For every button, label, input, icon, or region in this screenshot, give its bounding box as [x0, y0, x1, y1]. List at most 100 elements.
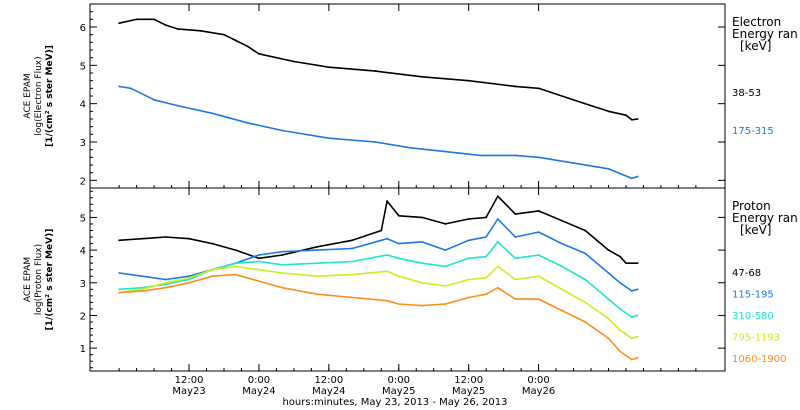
proton-data-point [234, 265, 237, 268]
electron-legend-title-line: Energy ran [732, 27, 798, 41]
x-tick-label-time: 12:00 [175, 375, 204, 386]
proton-data-point [584, 252, 587, 255]
proton-data-point [164, 281, 167, 284]
electron-data-point [572, 162, 575, 164]
proton-data-point [514, 298, 517, 301]
proton-data-point [316, 249, 319, 251]
proton-y-axis-label-line: ACE EPAM [23, 257, 33, 302]
proton-data-point [444, 249, 447, 251]
proton-data-point [514, 257, 517, 260]
electron-data-point [223, 33, 225, 36]
proton-data-point [258, 257, 260, 260]
proton-data-point [141, 237, 144, 240]
proton-data-point [485, 236, 488, 238]
electron-data-point [584, 102, 587, 105]
proton-legend-entry: 310-580 [732, 311, 774, 322]
proton-legend-title-line: Proton [732, 199, 771, 213]
electron-data-point [327, 66, 330, 69]
proton-data-point [258, 268, 260, 271]
proton-data-point [234, 262, 237, 265]
x-tick-label-time: 0:00 [388, 375, 410, 386]
proton-data-point [444, 265, 447, 268]
electron-data-point [292, 60, 295, 63]
proton-data-point [607, 298, 610, 301]
proton-data-point [397, 214, 400, 217]
proton-data-point [537, 298, 540, 301]
electron-data-point [630, 118, 633, 121]
x-tick-label-time: 12:00 [454, 375, 483, 386]
x-tick-label-date: May25 [452, 386, 485, 397]
electron-data-point [421, 75, 423, 78]
proton-data-point [444, 285, 447, 287]
proton-y-tick-label: 1 [80, 344, 86, 355]
proton-data-point [636, 262, 639, 265]
electron-data-point [199, 29, 202, 32]
proton-data-point [386, 237, 389, 240]
electron-data-point [479, 154, 482, 157]
electron-data-point [607, 167, 610, 170]
x-tick-label-time: 0:00 [248, 375, 270, 386]
proton-data-point [211, 268, 214, 271]
proton-legend-entry: 115-195 [732, 290, 774, 301]
proton-data-point [619, 329, 622, 332]
electron-legend-title-line: [keV] [740, 39, 771, 53]
electron-data-point [129, 87, 132, 90]
proton-data-point [421, 281, 423, 284]
electron-data-point [258, 52, 260, 55]
proton-data-point [316, 293, 319, 296]
proton-data-point [467, 278, 470, 281]
proton-series-line [119, 195, 638, 265]
proton-data-point [316, 262, 319, 265]
proton-y-tick-label: 4 [80, 246, 86, 257]
electron-data-point [607, 110, 610, 113]
proton-data-point [421, 304, 423, 307]
proton-legend-title: Proton Energy ran [keV] [732, 199, 798, 237]
proton-legend-title-line: Energy ran [732, 211, 798, 225]
time-axis: 12:00May230:00May2412:00May240:00May2512… [172, 375, 555, 397]
electron-series-line [118, 85, 638, 180]
proton-data-point [584, 229, 587, 232]
proton-data-point [514, 278, 517, 281]
proton-data-point [560, 309, 563, 312]
proton-data-point [281, 286, 284, 289]
electron-data-point [537, 156, 540, 159]
proton-data-point [584, 301, 587, 304]
proton-data-point [496, 241, 499, 243]
x-tick-label-time: 0:00 [527, 375, 549, 386]
x-tick-label-date: May25 [382, 386, 415, 397]
electron-flux-panel: 2 3 4 5 6 ACE EPAMlog(Electron Flux)[1/(cm² s… [23, 3, 798, 189]
proton-data-point [164, 286, 167, 289]
proton-y-tick-label: 5 [80, 213, 86, 224]
x-tick-label-date: May24 [312, 386, 345, 397]
proton-data-point [351, 296, 354, 299]
proton-data-point [211, 275, 214, 278]
proton-data-point [351, 247, 354, 250]
proton-data-point [537, 275, 540, 278]
proton-data-point [496, 195, 499, 198]
proton-data-point [560, 265, 563, 268]
proton-y-axis-label: ACE EPAMlog(Proton Flux)[1/(cm² s ster M… [23, 229, 55, 331]
proton-y-tick-label: 2 [80, 311, 86, 322]
electron-data-point [176, 28, 179, 30]
proton-data-point [234, 249, 237, 251]
proton-flux-panel: 1 2 3 4 5 ACE EPAMlog(Proton Flux)[1/(cm² s s… [23, 187, 798, 372]
proton-data-point [164, 283, 167, 286]
proton-data-point [351, 239, 354, 242]
proton-data-point [560, 288, 563, 291]
proton-data-point [386, 200, 389, 202]
proton-legend-title-line: [keV] [740, 223, 771, 237]
proton-data-point [496, 218, 499, 220]
electron-y-axis-label-line: log(Electron Flux) [34, 56, 44, 135]
proton-data-point [584, 321, 587, 323]
proton-data-point [281, 272, 284, 274]
proton-data-point [636, 357, 639, 359]
proton-data-point [316, 245, 319, 248]
electron-data-point [514, 154, 517, 157]
electron-data-point [374, 141, 377, 143]
proton-data-point [630, 316, 633, 318]
electron-y-tick-label: 3 [80, 138, 86, 149]
proton-data-point [351, 260, 354, 263]
proton-data-point [607, 317, 610, 320]
proton-data-point [496, 265, 499, 268]
proton-data-point [444, 303, 447, 305]
